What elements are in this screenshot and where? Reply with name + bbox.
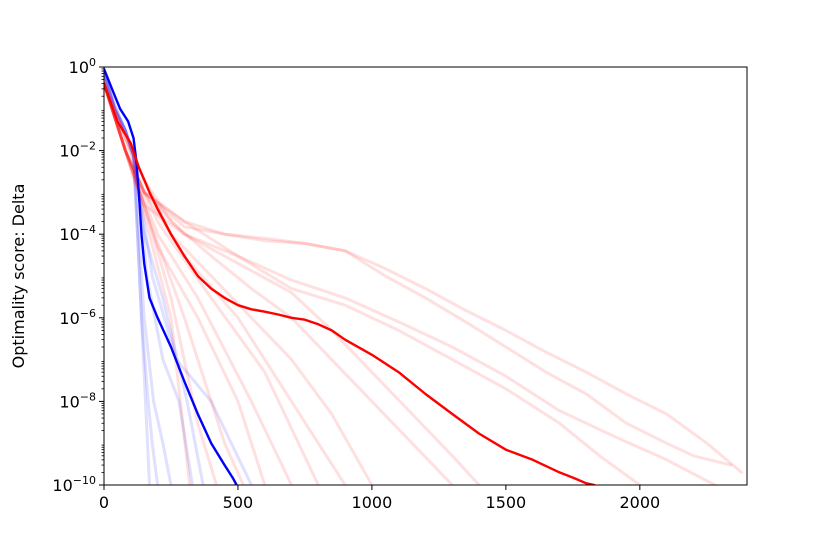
blue-trial-line <box>104 72 253 485</box>
y-axis-label: Optimality score: Delta <box>9 184 28 369</box>
x-tick-label: 0 <box>99 493 109 512</box>
x-tick-label: 1500 <box>486 493 527 512</box>
blue-mean-line <box>104 67 238 485</box>
red-trial-line <box>104 82 218 485</box>
red-trial-line <box>104 82 320 485</box>
red-trial-line <box>104 82 733 467</box>
red-trial-line <box>104 82 192 485</box>
blue-trial-line <box>104 69 151 485</box>
blue-trial-line <box>104 72 160 485</box>
y-tick-label: 10−2 <box>59 140 96 161</box>
red-trial-line <box>104 82 374 485</box>
y-tick-label: 10−10 <box>52 474 96 495</box>
red-trial-line <box>104 82 642 485</box>
y-tick-label: 10−4 <box>59 223 96 244</box>
y-tick-label: 10−8 <box>59 390 96 411</box>
x-tick-label: 1000 <box>352 493 393 512</box>
x-axis: 0 500 1000 1500 2000 <box>99 485 660 512</box>
y-axis: 100 10−2 10−4 10−6 10−8 10−10 <box>52 56 104 495</box>
red-mean-line <box>104 82 596 485</box>
red-trial-line <box>104 82 245 485</box>
x-tick-label: 500 <box>223 493 254 512</box>
blue-trial-line <box>104 74 173 485</box>
plot-frame <box>103 66 748 486</box>
red-trial-line <box>104 82 744 474</box>
x-tick-label: 2000 <box>619 493 660 512</box>
series-layer <box>104 67 744 485</box>
red-trial-line <box>104 82 267 485</box>
red-trial-line <box>104 82 293 485</box>
y-tick-label: 100 <box>69 56 96 77</box>
y-tick-label: 10−6 <box>59 307 96 328</box>
